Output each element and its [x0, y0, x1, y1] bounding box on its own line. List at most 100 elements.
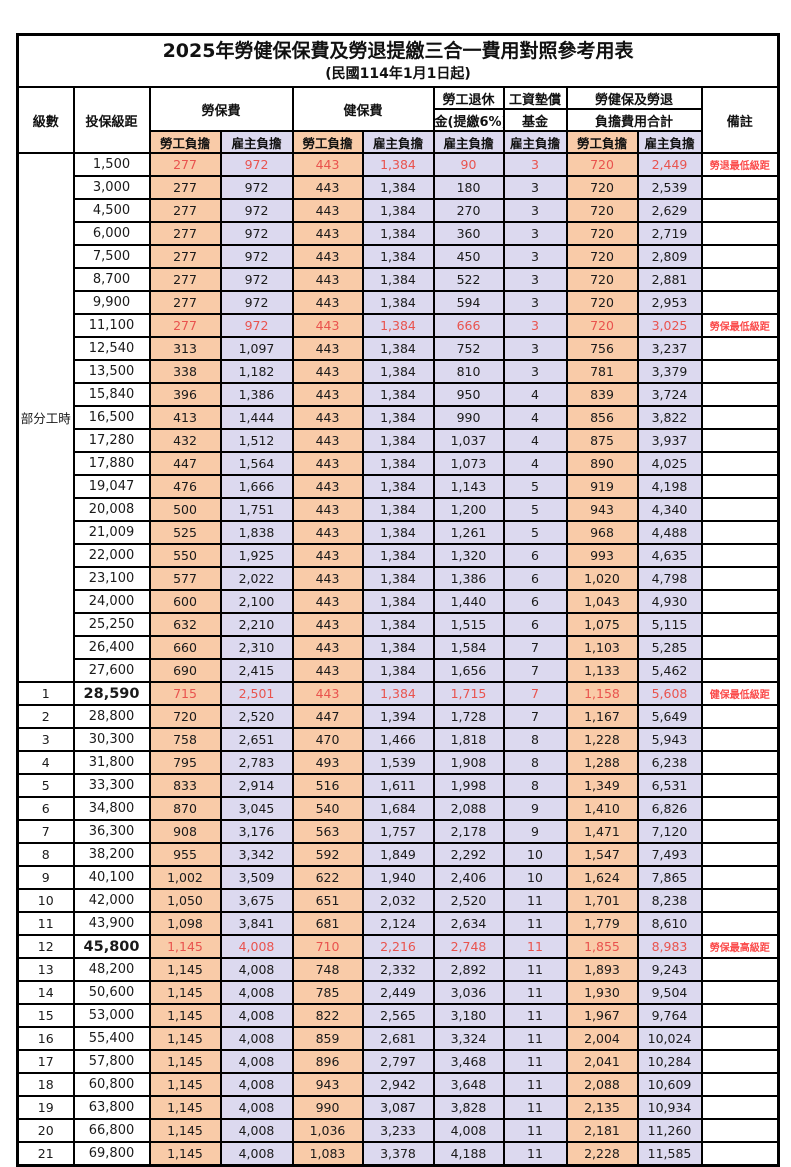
table-row: 1 28,590 715 2,501 443 1,384 1,715 7 1,158 5,608 健… [16, 681, 780, 706]
health-employee-cell: 1,036 [291, 1118, 364, 1143]
remark-cell [700, 474, 780, 499]
bracket-cell: 33,300 [72, 773, 151, 798]
remark-cell [700, 612, 780, 637]
table-row: 19 63,800 1,145 4,008 990 3,087 3,828 11 2,135 10… [16, 1095, 780, 1120]
labor-employer-cell: 4,008 [219, 1118, 294, 1143]
total-employer-cell: 3,724 [636, 382, 703, 407]
health-employer-cell: 1,384 [361, 451, 435, 476]
total-employee-cell: 1,547 [565, 842, 639, 867]
remark-cell [700, 635, 780, 660]
level-cell: 19 [16, 1095, 75, 1120]
wage-fund-employer-cell: 7 [502, 635, 568, 660]
labor-employer-cell: 972 [219, 290, 294, 315]
bracket-cell: 69,800 [72, 1141, 151, 1167]
health-employee-cell: 443 [291, 520, 364, 545]
health-employee-cell: 748 [291, 957, 364, 982]
table-row: 7 36,300 908 3,176 563 1,757 2,178 9 1,471 7,120 [16, 819, 780, 844]
total-employer-cell: 2,881 [636, 267, 703, 292]
pension-employer-cell: 90 [432, 152, 505, 177]
health-employee-cell: 651 [291, 888, 364, 913]
total-employee-cell: 2,088 [565, 1072, 639, 1097]
labor-employer-cell: 2,100 [219, 589, 294, 614]
remark-cell [700, 796, 780, 821]
health-employee-cell: 443 [291, 359, 364, 384]
table-row: 9 40,100 1,002 3,509 622 1,940 2,406 10 1,624 7,8… [16, 865, 780, 890]
health-employee-cell: 443 [291, 175, 364, 200]
health-employee-cell: 443 [291, 612, 364, 637]
health-employee-cell: 443 [291, 681, 364, 706]
table-row: 4 31,800 795 2,783 493 1,539 1,908 8 1,288 6,238 [16, 750, 780, 775]
health-employer-cell: 1,757 [361, 819, 435, 844]
wage-fund-employer-cell: 6 [502, 589, 568, 614]
total-employer-cell: 9,764 [636, 1003, 703, 1028]
table-row: 9,900 277 972 443 1,384 594 3 720 2,953 [18, 290, 780, 315]
total-employee-cell: 1,624 [565, 865, 639, 890]
labor-employer-cell: 1,925 [219, 543, 294, 568]
total-employer-cell: 5,649 [636, 704, 703, 729]
health-employer-cell: 1,384 [361, 221, 435, 246]
pension-employer-cell: 270 [432, 198, 505, 223]
health-employee-cell: 443 [291, 336, 364, 361]
total-employer-cell: 9,504 [636, 980, 703, 1005]
labor-employee-cell: 500 [148, 497, 222, 522]
labor-employee-cell: 795 [148, 750, 222, 775]
labor-employee-cell: 277 [148, 244, 222, 269]
labor-employee-cell: 1,002 [148, 865, 222, 890]
level-cell: 1 [16, 681, 75, 706]
labor-employee-cell: 550 [148, 543, 222, 568]
level-cell: 13 [16, 957, 75, 982]
total-employee-cell: 968 [565, 520, 639, 545]
bracket-cell: 48,200 [72, 957, 151, 982]
remark-cell [700, 221, 780, 246]
health-employee-cell: 592 [291, 842, 364, 867]
labor-employee-cell: 447 [148, 451, 222, 476]
total-employer-cell: 4,930 [636, 589, 703, 614]
wage-fund-employer-cell: 9 [502, 796, 568, 821]
bracket-cell: 4,500 [72, 198, 151, 223]
table-row: 2 28,800 720 2,520 447 1,394 1,728 7 1,167 5,649 [16, 704, 780, 729]
health-employer-cell: 3,378 [361, 1141, 435, 1167]
labor-employee-cell: 1,098 [148, 911, 222, 936]
labor-employee-cell: 955 [148, 842, 222, 867]
pension-employer-cell: 1,728 [432, 704, 505, 729]
bracket-cell: 17,880 [72, 451, 151, 476]
health-employee-cell: 443 [291, 589, 364, 614]
total-employer-cell: 3,237 [636, 336, 703, 361]
total-employee-cell: 993 [565, 543, 639, 568]
labor-employer-cell: 2,022 [219, 566, 294, 591]
total-employer-cell: 3,822 [636, 405, 703, 430]
remark-cell [700, 819, 780, 844]
health-employer-cell: 1,384 [361, 152, 435, 177]
wage-fund-employer-cell: 3 [502, 336, 568, 361]
table-row: 27,600 690 2,415 443 1,384 1,656 7 1,133 5,462 [18, 658, 780, 683]
labor-employer-cell: 3,342 [219, 842, 294, 867]
level-group-part-time: 部分工時 [16, 152, 75, 683]
remark-cell [700, 750, 780, 775]
total-employee-cell: 1,043 [565, 589, 639, 614]
wage-fund-employer-cell: 5 [502, 474, 568, 499]
health-employee-cell: 943 [291, 1072, 364, 1097]
labor-employee-cell: 1,145 [148, 1003, 222, 1028]
level-cell: 14 [16, 980, 75, 1005]
bracket-cell: 22,000 [72, 543, 151, 568]
total-employee-cell: 1,288 [565, 750, 639, 775]
labor-employer-cell: 2,651 [219, 727, 294, 752]
labor-employee-cell: 690 [148, 658, 222, 683]
total-employer-cell: 10,934 [636, 1095, 703, 1120]
labor-employee-cell: 1,050 [148, 888, 222, 913]
total-employee-cell: 2,228 [565, 1141, 639, 1167]
labor-employee-cell: 277 [148, 221, 222, 246]
total-employee-cell: 2,135 [565, 1095, 639, 1120]
bracket-cell: 17,280 [72, 428, 151, 453]
wage-fund-employer-cell: 3 [502, 221, 568, 246]
bracket-cell: 50,600 [72, 980, 151, 1005]
pension-employer-cell: 2,292 [432, 842, 505, 867]
pension-employer-cell: 594 [432, 290, 505, 315]
health-employee-cell: 896 [291, 1049, 364, 1074]
column-header-wage-fund-line2: 基金 [502, 108, 568, 132]
health-employee-cell: 681 [291, 911, 364, 936]
health-employer-cell: 2,449 [361, 980, 435, 1005]
remark-cell [700, 589, 780, 614]
total-employee-cell: 720 [565, 175, 639, 200]
health-employer-cell: 1,849 [361, 842, 435, 867]
